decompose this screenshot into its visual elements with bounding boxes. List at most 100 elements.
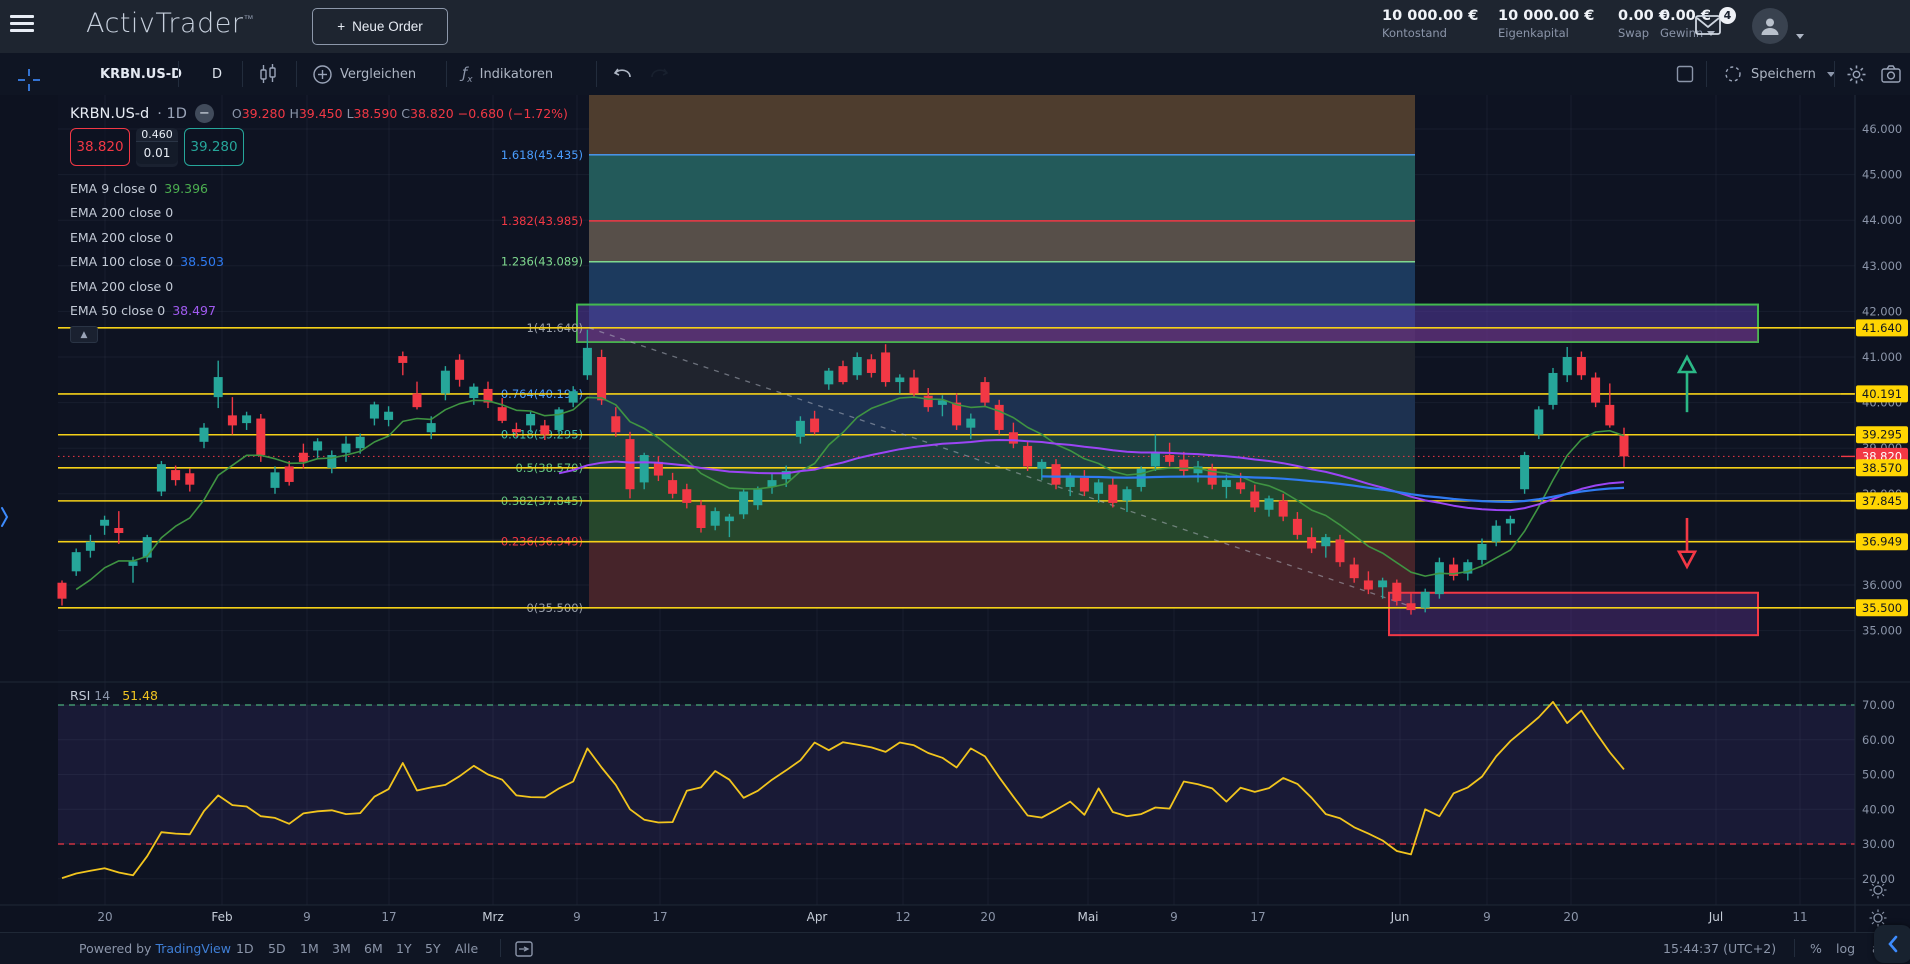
candle-body [114, 528, 124, 534]
calendar-icon [515, 941, 533, 957]
rsi-axis-tick: 30.00 [1862, 837, 1895, 851]
price-tag-label: 37.845 [1862, 494, 1902, 508]
mail-button[interactable]: 4 [1694, 7, 1736, 43]
candle-body [1619, 435, 1629, 457]
clock[interactable]: 15:44:37 (UTC+2) [1663, 941, 1777, 956]
price-tag[interactable] [1856, 533, 1908, 551]
tradingview-link[interactable]: TradingView [155, 941, 231, 956]
log-scale-button[interactable]: log [1836, 941, 1856, 956]
candle-body [213, 377, 223, 398]
candle-body [909, 377, 919, 394]
sun-icon[interactable] [1873, 913, 1883, 923]
settings-button[interactable] [1846, 53, 1867, 95]
candle-body [1449, 564, 1459, 576]
candle-body [483, 388, 493, 403]
indicator-row[interactable]: EMA 200 close 0 [70, 201, 224, 226]
candle-body [838, 366, 848, 383]
multichart-checkbox[interactable] [1676, 53, 1694, 95]
indicator-row[interactable]: EMA 50 close 0 38.497 [70, 299, 224, 324]
candle-body [270, 472, 280, 488]
interval-button[interactable]: D [212, 66, 223, 82]
collapse-symbol-button[interactable]: − [194, 104, 214, 123]
candle-body [1037, 461, 1047, 469]
sun-ray [1881, 893, 1885, 897]
collapse-panel-button[interactable] [1874, 925, 1910, 963]
chart-canvas[interactable]: 1.618(45.435) 1.382(43.985) 1.236(43.089) 1… [0, 95, 1910, 963]
spread-readout: 0.460 0.01 [136, 128, 178, 167]
buy-button[interactable]: 39.280 [184, 128, 244, 166]
price-tag[interactable] [1856, 426, 1908, 444]
account-balance: 10 000.00 € Kontostand [1382, 8, 1479, 40]
time-axis-tick: 12 [895, 910, 910, 924]
redo-icon [651, 68, 669, 78]
range-3m[interactable]: 3M [332, 941, 351, 956]
price-tag-label: 40.191 [1862, 387, 1902, 401]
sell-button[interactable]: 38.820 [70, 128, 130, 166]
candle-body [1193, 466, 1203, 474]
indicators-button[interactable]: ƒx Indikatoren [462, 63, 554, 85]
candle-body [1264, 498, 1274, 510]
red-rectangle-drawing[interactable] [1388, 591, 1759, 637]
time-axis-tick: 20 [1563, 910, 1578, 924]
chevron-down-icon[interactable] [1796, 34, 1804, 39]
sun-icon[interactable] [1873, 885, 1883, 895]
fib-band [589, 154, 1415, 221]
range-1m[interactable]: 1M [300, 941, 319, 956]
chart-style-button[interactable] [258, 53, 278, 95]
save-button[interactable]: Speichern [1722, 53, 1835, 95]
green-rectangle-drawing[interactable] [576, 303, 1759, 343]
indicator-row[interactable]: EMA 200 close 0 [70, 274, 224, 299]
compare-button[interactable]: Vergleichen [312, 53, 416, 95]
candle-body [625, 439, 635, 490]
indicator-row[interactable]: EMA 100 close 0 38.503 [70, 250, 224, 275]
range-all[interactable]: Alle [455, 941, 479, 956]
candle-body [455, 359, 465, 380]
cloud-save-icon [1725, 66, 1741, 82]
range-1d[interactable]: 1D [236, 941, 254, 956]
candle-body [1221, 480, 1231, 487]
candle-body [1477, 543, 1487, 560]
candle-body [1094, 482, 1104, 494]
sun-ray [1871, 883, 1875, 887]
price-tag[interactable] [1856, 492, 1908, 510]
candle-body [511, 429, 521, 433]
new-order-button[interactable]: + Neue Order [312, 8, 448, 45]
rsi-legend[interactable]: RSI 14 51.48 [70, 688, 158, 703]
symbol-title[interactable]: KRBN.US-d [70, 105, 150, 122]
time-axis-tick: 9 [573, 910, 581, 924]
price-tag[interactable] [1856, 599, 1908, 617]
crosshair-tool[interactable] [17, 68, 41, 92]
candle-body [284, 466, 294, 482]
price-tag[interactable] [1856, 319, 1908, 337]
avatar[interactable] [1752, 8, 1788, 44]
undo-button[interactable] [612, 53, 634, 95]
price-tag-label: 35.500 [1862, 601, 1902, 615]
range-1y[interactable]: 1Y [396, 941, 412, 956]
goto-date-button[interactable] [514, 938, 534, 958]
range-5y[interactable]: 5Y [425, 941, 441, 956]
symbol-button[interactable]: KRBN.US-D [100, 66, 182, 82]
price-tag[interactable] [1856, 459, 1908, 477]
crosshair-icon [18, 69, 40, 91]
percent-scale-button[interactable]: % [1810, 941, 1822, 956]
checkbox-icon [1676, 65, 1694, 83]
ema50-line [558, 439, 1625, 512]
dashed-trendline[interactable] [588, 327, 1416, 609]
indicator-row[interactable]: EMA 200 close 0 [70, 225, 224, 250]
sun-ray [1881, 921, 1885, 925]
expand-panel-handle[interactable] [0, 504, 10, 530]
redo-button[interactable] [648, 53, 670, 95]
menu-icon[interactable] [10, 15, 34, 33]
candle-body [668, 480, 678, 494]
range-5d[interactable]: 5D [268, 941, 286, 956]
range-6m[interactable]: 6M [364, 941, 383, 956]
candle-body [142, 537, 152, 558]
candle-body [256, 418, 266, 456]
tradingview-attribution: Powered by TradingView [79, 941, 231, 956]
screenshot-button[interactable] [1880, 53, 1902, 95]
collapse-indicators-button[interactable]: ▲ [70, 326, 98, 343]
indicator-row[interactable]: EMA 9 close 0 39.396 [70, 176, 224, 201]
time-axis-tick: 20 [97, 910, 112, 924]
price-tag[interactable] [1856, 385, 1908, 403]
candle-body [1520, 455, 1530, 490]
